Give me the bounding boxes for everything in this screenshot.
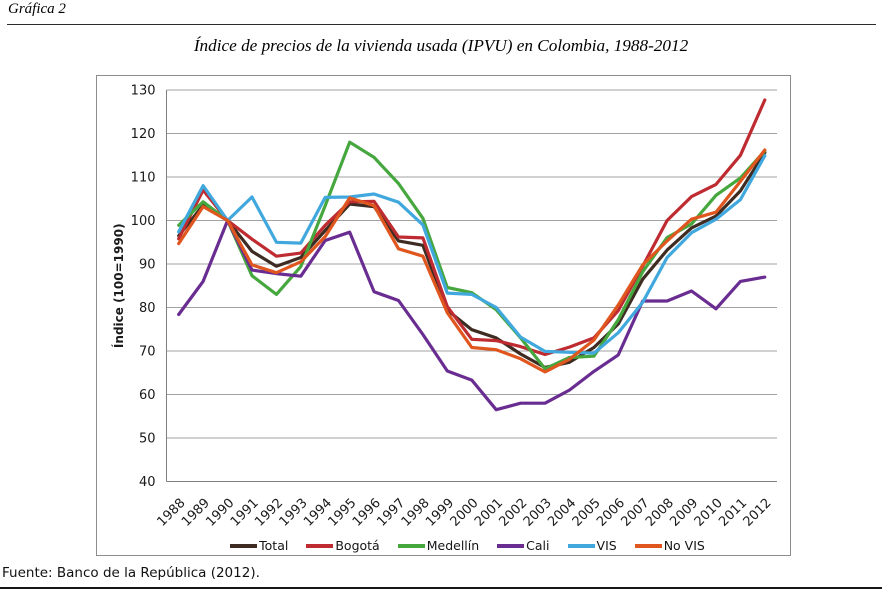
y-tick-label-130: 130 xyxy=(131,84,156,99)
legend-swatch-Bogotá xyxy=(306,543,334,548)
legend-label-Medellín: Medellín xyxy=(426,538,480,553)
y-tick-label-70: 70 xyxy=(139,345,156,360)
legend-label-VIS: VIS xyxy=(596,538,617,553)
legend-label-Bogotá: Bogotá xyxy=(335,538,380,553)
legend-item-Cali: Cali xyxy=(497,538,550,553)
y-tick-label-120: 120 xyxy=(131,127,156,142)
line-chart: 4050607080901001101201301988198919901991… xyxy=(111,84,777,530)
chart-legend: Total Bogotá Medellín Cali VIS No VIS xyxy=(121,538,814,553)
legend-swatch-Cali xyxy=(497,543,525,548)
y-tick-label-100: 100 xyxy=(131,214,156,229)
legend-label-No VIS: No VIS xyxy=(663,538,705,553)
figure-label: Gráfica 2 xyxy=(8,1,66,17)
y-tick-label-50: 50 xyxy=(139,432,156,447)
bottom-rule xyxy=(0,587,882,589)
legend-item-Total: Total xyxy=(230,538,288,553)
y-tick-label-110: 110 xyxy=(131,171,156,186)
series-line-Bogotá xyxy=(177,98,767,357)
legend-item-Bogotá: Bogotá xyxy=(306,538,380,553)
legend-label-Total: Total xyxy=(259,538,289,553)
y-tick-label-60: 60 xyxy=(139,388,156,403)
legend-swatch-Total xyxy=(230,543,258,548)
y-axis-title: Índice (100=1990) xyxy=(111,223,126,348)
y-tick-label-80: 80 xyxy=(139,301,156,316)
legend-swatch-Medellín xyxy=(397,543,425,548)
chart-title: Índice de precios de la vivienda usada (… xyxy=(193,36,689,55)
legend-swatch-No VIS xyxy=(634,543,662,548)
x-tick-label-2012: 2012 xyxy=(741,496,775,530)
series-line-Medellín xyxy=(177,140,767,371)
top-rule xyxy=(7,24,876,25)
legend-item-Medellín: Medellín xyxy=(397,538,480,553)
legend-item-No VIS: No VIS xyxy=(634,538,705,553)
series-line-VIS xyxy=(177,154,767,355)
legend-swatch-VIS xyxy=(567,543,595,548)
y-tick-label-90: 90 xyxy=(139,258,156,273)
series-line-Total xyxy=(177,150,767,370)
y-tick-label-40: 40 xyxy=(139,475,156,490)
source-note: Fuente: Banco de la República (2012). xyxy=(2,565,260,581)
legend-label-Cali: Cali xyxy=(526,538,550,553)
legend-item-VIS: VIS xyxy=(567,538,617,553)
chart-frame: 40 50 60 70 80 90 100 110 120 130 1988 1989 1990 1991… xyxy=(96,75,791,556)
series-line-No VIS xyxy=(177,148,767,374)
